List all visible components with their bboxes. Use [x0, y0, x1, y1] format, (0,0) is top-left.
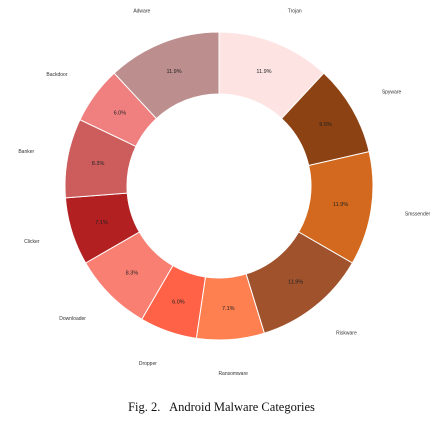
percent-label-dropper: 6.0% [172, 300, 185, 306]
category-label-spyware: Spyware [382, 89, 402, 95]
category-label-clicker: Clicker [24, 239, 40, 245]
percent-label-adware: 11.9% [166, 69, 181, 75]
category-label-riskware: Riskware [336, 330, 357, 336]
category-label-dropper: Dropper [139, 361, 157, 367]
percent-label-backdoor: 6.0% [114, 111, 127, 117]
percent-labels-group: 11.9% 9.5% 11.9% 11.9% 7.1% 6.0% 8.3% 7.1% 8.3% 6… [92, 69, 349, 312]
percent-label-downloader: 8.3% [126, 270, 139, 276]
category-label-backdoor: Backdoor [46, 72, 67, 78]
figure-caption: Fig. 2. Android Malware Categories [128, 400, 315, 414]
percent-label-trojan: 11.9% [256, 69, 271, 75]
category-label-downloader: Downloader [59, 316, 86, 322]
percent-label-banker: 8.3% [92, 161, 105, 167]
category-label-ransomware: Ransomware [218, 371, 248, 377]
category-label-adware: Adware [133, 8, 150, 14]
slices-group [64, 31, 374, 341]
percent-label-riskware: 11.9% [288, 280, 303, 286]
percent-label-spyware: 9.5% [319, 122, 332, 128]
category-labels-group: Trojan Spyware Smssender Riskware Ransomware… [18, 8, 430, 376]
category-label-smssender: Smssender [405, 211, 431, 217]
category-label-trojan: Trojan [288, 8, 302, 14]
percent-label-smssender: 11.9% [333, 202, 348, 208]
donut-chart: 11.9% 9.5% 11.9% 11.9% 7.1% 6.0% 8.3% 7.1% 8.3% 6… [18, 8, 430, 376]
category-label-banker: Banker [18, 149, 34, 155]
slice-adware [113, 31, 220, 120]
percent-label-ransomware: 7.1% [222, 306, 235, 312]
percent-label-clicker: 7.1% [95, 220, 108, 226]
